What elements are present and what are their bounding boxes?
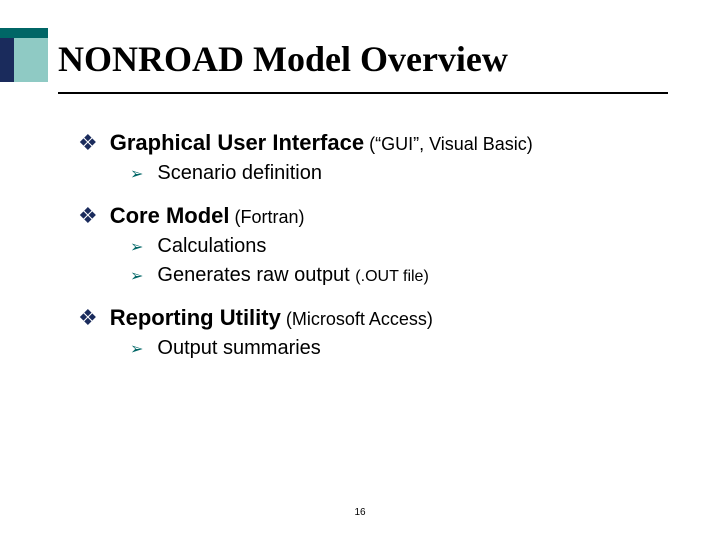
bullet-text: Graphical User Interface (“GUI”, Visual … <box>110 130 533 156</box>
bullet-item: ❖ Core Model (Fortran) <box>78 203 658 229</box>
sub-bullet-text: Scenario definition <box>157 162 322 185</box>
bullet-main: Reporting Utility <box>110 305 281 330</box>
arrow-bullet-icon: ➢ <box>130 167 143 183</box>
arrow-bullet-icon: ➢ <box>130 269 143 285</box>
bullet-item: ❖ Graphical User Interface (“GUI”, Visua… <box>78 130 658 156</box>
sub-bullet-item: ➢ Calculations <box>130 235 658 258</box>
content-area: ❖ Graphical User Interface (“GUI”, Visua… <box>78 130 658 360</box>
deco-bar-navy <box>0 38 14 82</box>
slide: NONROAD Model Overview ❖ Graphical User … <box>0 0 720 540</box>
bullet-main: Graphical User Interface <box>110 130 364 155</box>
diamond-bullet-icon: ❖ <box>78 205 98 227</box>
deco-bar-row <box>0 38 48 82</box>
arrow-bullet-icon: ➢ <box>130 342 143 358</box>
sub-bullet-item: ➢ Generates raw output (.OUT file) <box>130 264 658 287</box>
deco-bar-top <box>0 28 48 38</box>
bullet-item: ❖ Reporting Utility (Microsoft Access) <box>78 305 658 331</box>
sub-bullet-item: ➢ Output summaries <box>130 337 658 360</box>
sub-bullet-paren: (.OUT file) <box>355 268 428 285</box>
bullet-paren: (Microsoft Access) <box>281 309 433 329</box>
diamond-bullet-icon: ❖ <box>78 307 98 329</box>
sub-bullet-item: ➢ Scenario definition <box>130 162 658 185</box>
bullet-paren: (Fortran) <box>230 207 305 227</box>
page-number: 16 <box>0 507 720 518</box>
bullet-paren: (“GUI”, Visual Basic) <box>364 134 533 154</box>
sub-bullet-text: Generates raw output (.OUT file) <box>157 264 428 287</box>
sub-bullet-main: Generates raw output <box>157 264 355 286</box>
deco-bar-teal <box>14 38 48 82</box>
sub-bullet-text: Calculations <box>157 235 266 258</box>
title-rule <box>58 92 668 94</box>
corner-decoration <box>0 28 48 82</box>
bullet-main: Core Model <box>110 203 230 228</box>
sub-bullet-text: Output summaries <box>157 337 320 360</box>
slide-title: NONROAD Model Overview <box>58 38 508 80</box>
bullet-text: Core Model (Fortran) <box>110 203 305 229</box>
arrow-bullet-icon: ➢ <box>130 240 143 256</box>
bullet-text: Reporting Utility (Microsoft Access) <box>110 305 433 331</box>
diamond-bullet-icon: ❖ <box>78 132 98 154</box>
